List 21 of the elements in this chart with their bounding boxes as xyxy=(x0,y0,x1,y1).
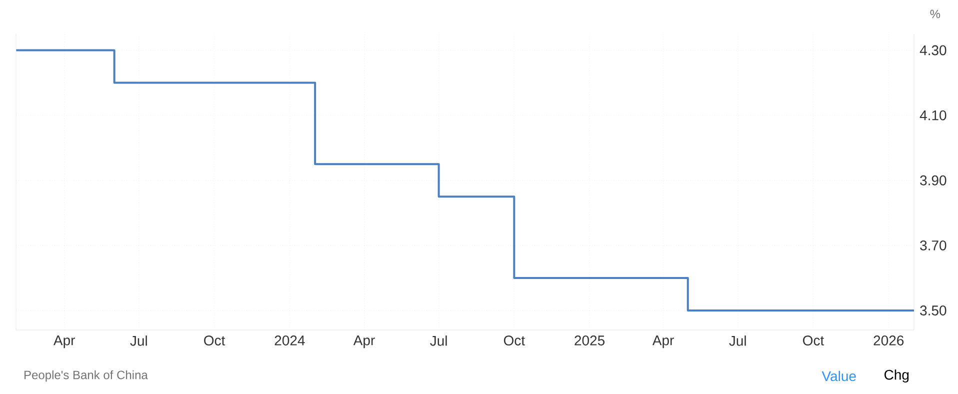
x-tick-label: Apr xyxy=(53,336,76,348)
x-tick-label: 2026 xyxy=(874,336,904,346)
y-axis-title: % xyxy=(930,10,940,18)
x-tick-label: Jul xyxy=(430,336,447,346)
x-tick-label: Apr xyxy=(652,336,674,348)
text: Chg xyxy=(884,369,909,383)
x-tick-label: Apr xyxy=(353,336,375,348)
x-tick-label: 2025 xyxy=(574,336,605,346)
x-tick-label: Jul xyxy=(729,336,746,346)
x-tick-label: Oct xyxy=(803,336,824,346)
y-tick-label: 4.10 xyxy=(920,110,946,120)
x-tick-label: Oct xyxy=(204,336,226,346)
y-tick-label: 3.90 xyxy=(920,175,946,186)
y-tick-label: 4.30 xyxy=(920,45,946,56)
y-tick-label: 3.50 xyxy=(920,306,946,316)
x-tick-label: 2024 xyxy=(274,336,305,346)
text: People's Bank of China xyxy=(24,370,148,382)
x-tick-label: Jul xyxy=(130,336,147,346)
y-tick-label: 3.70 xyxy=(920,240,946,250)
text: Value xyxy=(822,370,856,382)
x-tick-label: Oct xyxy=(504,336,525,346)
